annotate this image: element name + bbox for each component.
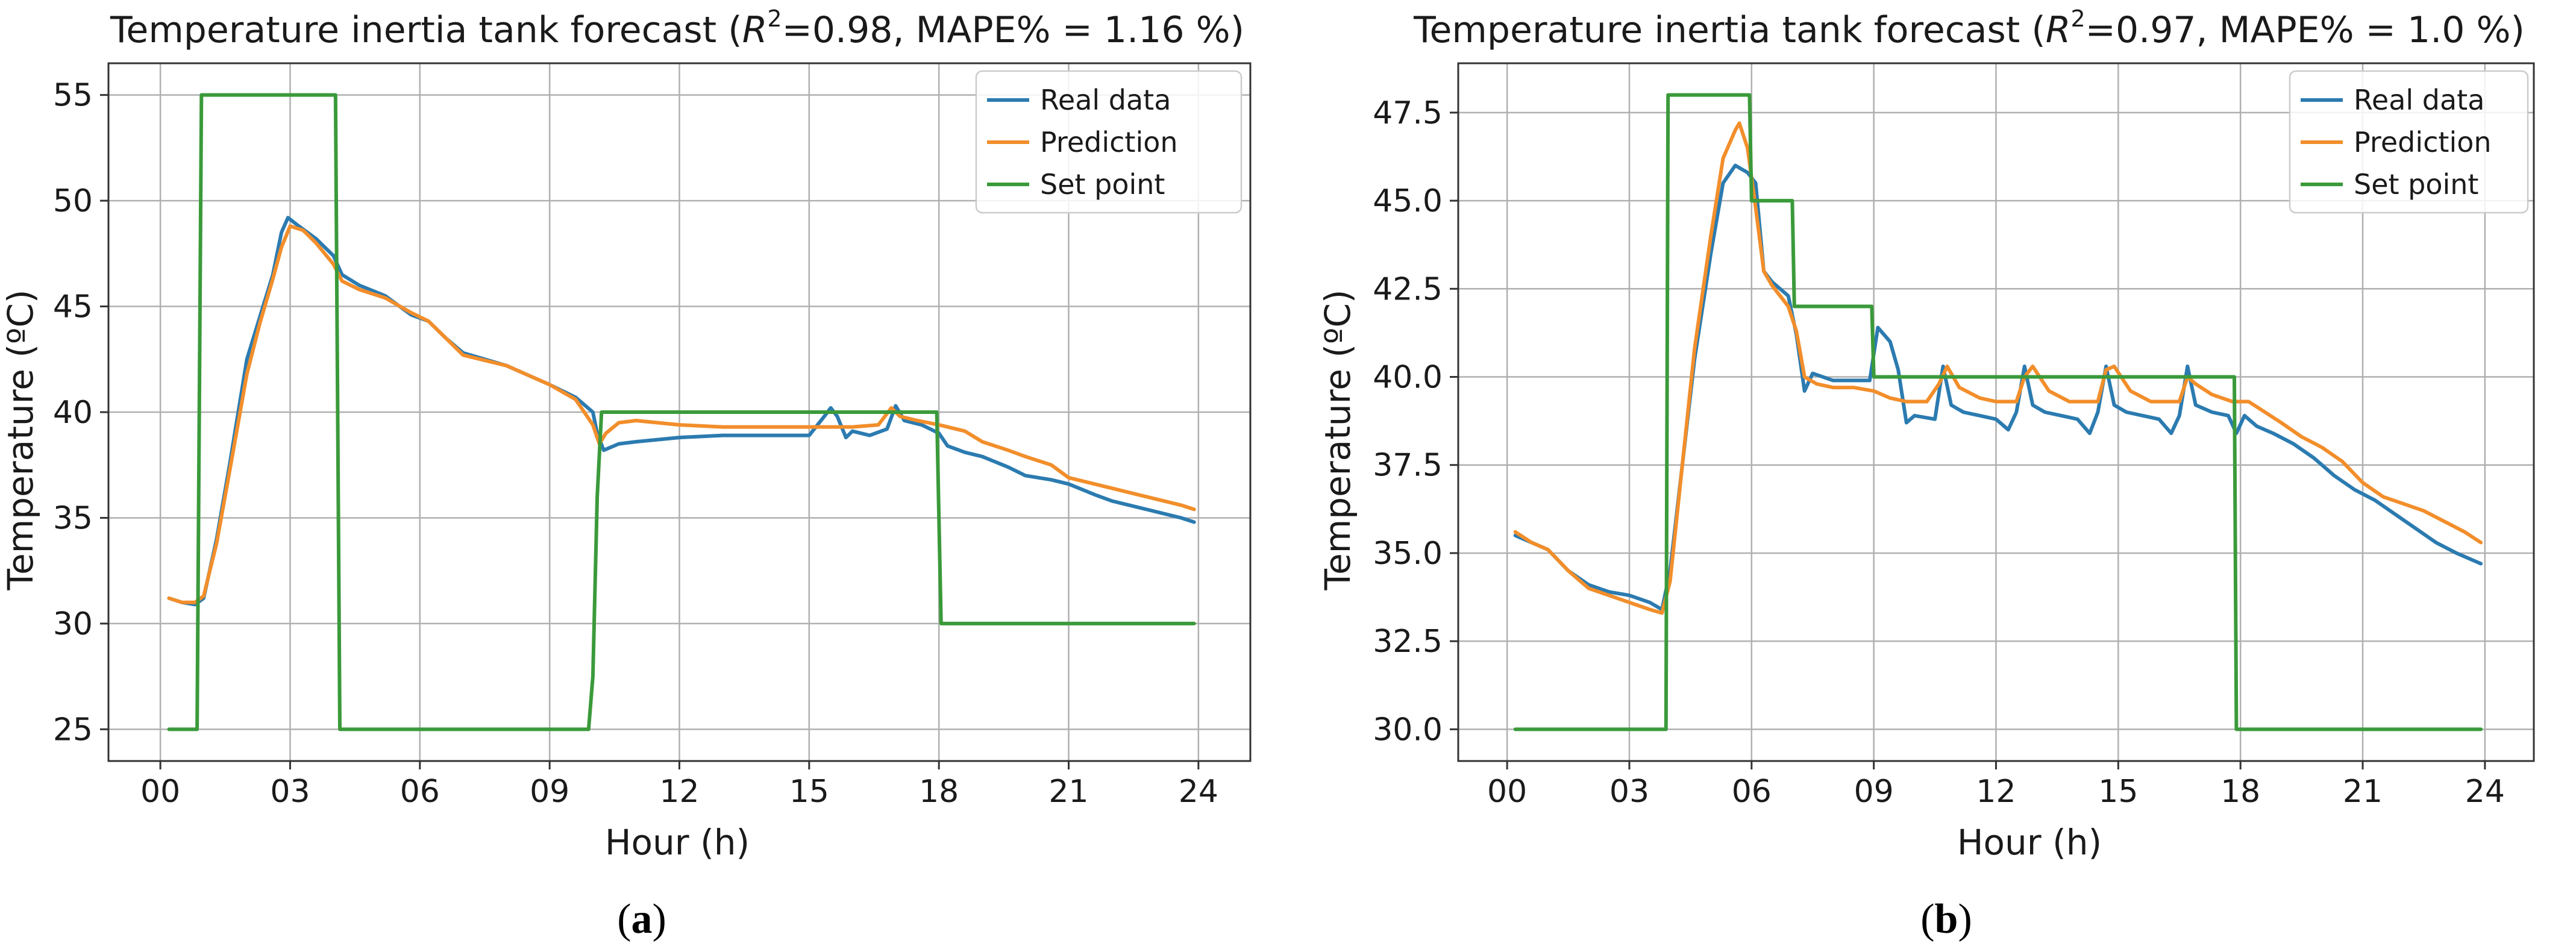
y-tick-labels-a: 25 30 35 40 45 50 55 — [53, 78, 108, 748]
y-tick-labels-b: 30.0 32.5 35.0 37.5 40.0 42.5 45.0 47.5 — [1373, 95, 1458, 748]
x-tick-label-a: 18 — [919, 774, 959, 810]
legend-a: Real data Prediction Set point — [975, 70, 1243, 214]
chart-title-b: Temperature inertia tank forecast (R2=0.… — [1413, 5, 2525, 51]
y-tick-label-a: 55 — [53, 78, 93, 114]
chart-title-a: Temperature inertia tank forecast (R2=0.… — [110, 5, 1244, 51]
panel-b: Temperature inertia tank forecast (R2=0.… — [1317, 5, 2535, 942]
y-tick-label-a: 50 — [53, 183, 93, 219]
legend-label-set-point-b: Set point — [2354, 168, 2478, 201]
legend-label-prediction-b: Prediction — [2354, 126, 2492, 158]
y-tick-label-b: 35.0 — [1373, 536, 1443, 572]
legend-label-real-data-a: Real data — [1040, 84, 1171, 116]
x-tick-label-a: 12 — [659, 774, 699, 810]
series-lines-a — [167, 93, 1196, 731]
y-tick-label-b: 42.5 — [1373, 271, 1443, 307]
y-tick-label-a: 35 — [53, 500, 93, 536]
y-axis-label-b: Temperature (ºC) — [1317, 290, 1358, 591]
x-tick-label-b: 09 — [1854, 774, 1894, 810]
x-tick-label-a: 21 — [1048, 774, 1088, 810]
series-line-set-point-b — [1513, 93, 2483, 731]
legend-box-b — [2289, 70, 2529, 214]
x-tick-label-a: 24 — [1179, 774, 1218, 810]
y-tick-label-b: 40.0 — [1373, 360, 1443, 396]
y-axis-label-a: Temperature (ºC) — [0, 290, 41, 591]
series-line-set-point-a — [167, 93, 1196, 731]
x-tick-label-a: 06 — [400, 774, 440, 810]
legend-box-a — [975, 70, 1243, 214]
x-tick-label-b: 03 — [1609, 774, 1649, 810]
x-tick-labels-a: 00 03 06 09 12 15 18 21 24 — [140, 761, 1218, 810]
panel-label-a: (a) — [617, 896, 666, 942]
x-tick-labels-b: 00 03 06 09 12 15 18 21 24 — [1487, 761, 2505, 810]
series-line-prediction-b — [1513, 121, 2483, 615]
x-axis-label-a: Hour (h) — [605, 822, 750, 863]
x-tick-label-b: 18 — [2220, 774, 2260, 810]
x-tick-label-a: 09 — [530, 774, 569, 810]
y-tick-label-b: 37.5 — [1373, 448, 1443, 484]
y-tick-label-b: 45.0 — [1373, 183, 1443, 219]
legend-label-set-point-a: Set point — [1040, 168, 1165, 201]
y-tick-label-b: 47.5 — [1373, 95, 1443, 131]
panel-a: Temperature inertia tank forecast (R2=0.… — [0, 5, 1252, 942]
y-tick-label-a: 25 — [53, 712, 93, 748]
legend-b: Real data Prediction Set point — [2289, 70, 2529, 214]
series-line-real-data-b — [1513, 163, 2483, 612]
y-tick-label-b: 30.0 — [1373, 712, 1443, 748]
x-tick-label-b: 12 — [1976, 774, 2016, 810]
panel-label-b: (b) — [1920, 896, 1972, 942]
legend-label-prediction-a: Prediction — [1040, 126, 1178, 158]
x-tick-label-a: 03 — [270, 774, 310, 810]
legend-label-real-data-b: Real data — [2354, 84, 2484, 116]
x-tick-label-b: 00 — [1487, 774, 1527, 810]
x-tick-label-a: 00 — [140, 774, 180, 810]
y-tick-label-a: 40 — [53, 395, 93, 431]
x-tick-label-b: 06 — [1732, 774, 1772, 810]
y-tick-label-a: 30 — [53, 606, 93, 642]
x-axis-label-b: Hour (h) — [1957, 822, 2102, 863]
x-tick-label-b: 15 — [2098, 774, 2138, 810]
x-tick-label-b: 24 — [2465, 774, 2505, 810]
x-tick-label-b: 21 — [2343, 774, 2383, 810]
y-tick-label-a: 45 — [53, 289, 93, 325]
series-lines-b — [1513, 93, 2483, 731]
x-tick-label-a: 15 — [789, 774, 829, 810]
y-tick-label-b: 32.5 — [1373, 624, 1443, 660]
series-line-real-data-a — [167, 216, 1196, 607]
